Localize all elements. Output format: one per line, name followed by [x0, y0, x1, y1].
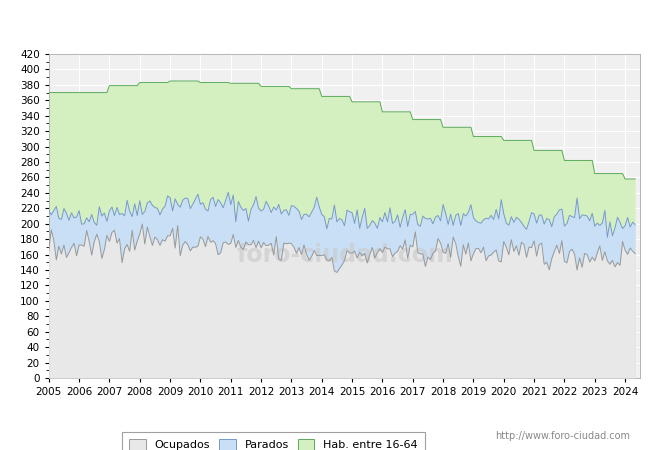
Text: Osa de la Vega - Evolucion de la poblacion en edad de Trabajar Mayo de 2024: Osa de la Vega - Evolucion de la poblaci…: [95, 26, 555, 39]
Text: http://www.foro-ciudad.com: http://www.foro-ciudad.com: [495, 431, 630, 441]
Legend: Ocupados, Parados, Hab. entre 16-64: Ocupados, Parados, Hab. entre 16-64: [122, 432, 424, 450]
Text: foro-ciudad.com: foro-ciudad.com: [236, 243, 453, 267]
